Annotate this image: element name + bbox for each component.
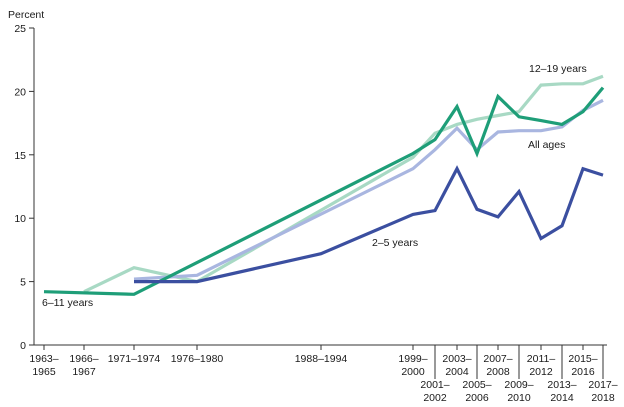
y-tick-label: 10	[14, 213, 26, 225]
x-tick-label: 1966–	[69, 353, 98, 365]
x-axis-ticks: 1963–1965 1966–1967 1971–1974 1976–1980 1988…	[29, 345, 618, 404]
y-tick-label: 0	[20, 340, 26, 352]
series-lines	[43, 74, 605, 296]
series-label-6-11-years: 6–11 years	[42, 297, 93, 309]
x-tick-label-line2: 2012	[529, 366, 553, 378]
x-tick-label-line2: 1967	[72, 366, 96, 378]
x-tick-label: 1999–	[398, 353, 427, 365]
series-line-6-11-years	[43, 86, 605, 296]
y-tick-label: 15	[14, 150, 26, 162]
x-tick-label-line2: 2010	[507, 392, 531, 404]
axes	[33, 28, 607, 346]
x-tick-label: 2015–	[568, 353, 597, 365]
x-tick-label-line2: 2016	[571, 366, 595, 378]
x-tick-label-line2: 2006	[465, 392, 489, 404]
series-label-2-5-years: 2–5 years	[372, 237, 418, 249]
y-tick-label: 20	[14, 86, 26, 98]
x-tick-label-line2: 2014	[550, 392, 574, 404]
x-tick-label-line2: 2000	[401, 366, 425, 378]
x-tick-label: 2003–	[442, 353, 471, 365]
x-tick-label-line2: 2004	[445, 366, 469, 378]
series-label-all-ages: All ages	[528, 139, 565, 151]
y-axis-title: Percent	[8, 9, 44, 21]
x-tick-label-line2: 1965	[32, 366, 56, 378]
x-tick-label-line2: 2008	[486, 366, 510, 378]
y-tick-label: 25	[14, 23, 26, 35]
x-tick-label: 2017–	[588, 379, 617, 391]
x-tick-label: 1976–1980	[171, 353, 224, 365]
series-label-12-19-years: 12–19 years	[529, 63, 587, 75]
x-tick-label: 1963–	[29, 353, 58, 365]
x-tick-label: 2001–	[420, 379, 449, 391]
y-axis-ticks: 0 5 10 15 20 25	[14, 23, 34, 352]
x-tick-label: 2013–	[547, 379, 576, 391]
x-tick-label: 2007–	[483, 353, 512, 365]
x-tick-label: 2009–	[504, 379, 533, 391]
x-tick-label: 2011–	[527, 353, 556, 365]
x-tick-label-line2: 2018	[591, 392, 615, 404]
x-tick-label: 1988–1994	[295, 353, 348, 365]
series-labels: 6–11 years 12–19 years All ages 2–5 year…	[42, 63, 587, 309]
x-tick-label: 2005–	[462, 379, 491, 391]
x-tick-label-line2: 2002	[423, 392, 447, 404]
series-line-12-19-years	[83, 74, 604, 294]
x-tick-label: 1971–1974	[108, 353, 161, 365]
series-line-all-ages	[133, 98, 604, 281]
y-tick-label: 5	[20, 277, 26, 289]
series-line-2-5-years	[134, 165, 604, 284]
